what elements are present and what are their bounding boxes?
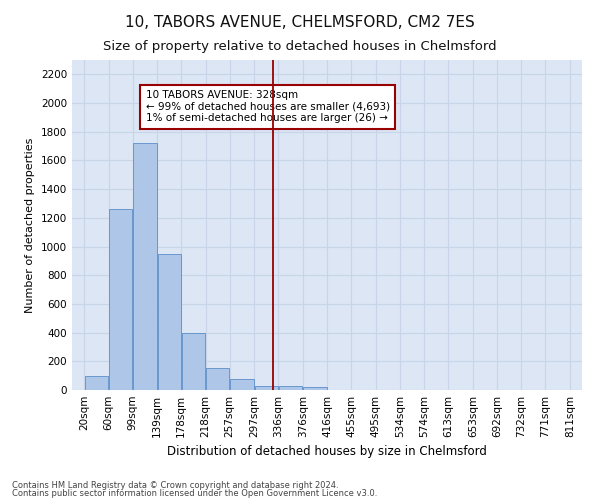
- Text: Contains public sector information licensed under the Open Government Licence v3: Contains public sector information licen…: [12, 489, 377, 498]
- Text: Size of property relative to detached houses in Chelmsford: Size of property relative to detached ho…: [103, 40, 497, 53]
- Bar: [85, 376, 109, 390]
- Bar: [182, 332, 205, 390]
- Bar: [109, 209, 132, 390]
- Bar: [230, 379, 254, 390]
- X-axis label: Distribution of detached houses by size in Chelmsford: Distribution of detached houses by size …: [167, 446, 487, 458]
- Bar: [303, 387, 327, 390]
- Bar: [206, 368, 229, 390]
- Bar: [278, 386, 302, 390]
- Text: 10 TABORS AVENUE: 328sqm
← 99% of detached houses are smaller (4,693)
1% of semi: 10 TABORS AVENUE: 328sqm ← 99% of detach…: [146, 90, 389, 124]
- Y-axis label: Number of detached properties: Number of detached properties: [25, 138, 35, 312]
- Bar: [254, 386, 278, 390]
- Text: 10, TABORS AVENUE, CHELMSFORD, CM2 7ES: 10, TABORS AVENUE, CHELMSFORD, CM2 7ES: [125, 15, 475, 30]
- Text: Contains HM Land Registry data © Crown copyright and database right 2024.: Contains HM Land Registry data © Crown c…: [12, 480, 338, 490]
- Bar: [158, 254, 181, 390]
- Bar: [133, 143, 157, 390]
